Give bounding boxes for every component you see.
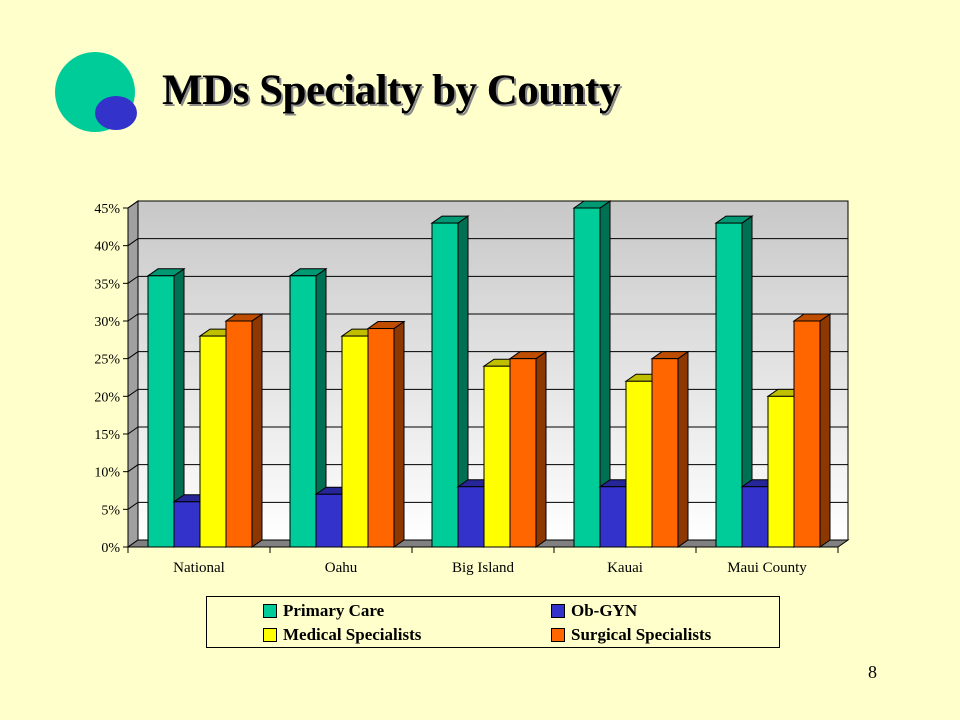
bar-side [393, 320, 405, 548]
bar-surgical-specialists-kauai [650, 350, 690, 548]
bar-side [819, 313, 831, 548]
legend-label: Ob-GYN [571, 601, 638, 620]
bar-front [599, 486, 627, 548]
legend-label: Primary Care [283, 601, 385, 620]
x-tick-label: National [173, 560, 225, 576]
bar-front [573, 207, 601, 548]
bar-front [483, 365, 511, 548]
x-tick-label: Oahu [325, 560, 358, 576]
gridline [127, 275, 848, 284]
bar-front [431, 222, 459, 548]
y-tick-label: 40% [94, 240, 120, 255]
y-tick-label: 0% [101, 541, 120, 556]
legend-item: Medical Specialists [263, 625, 421, 645]
page-number: 8 [868, 662, 877, 682]
x-tick-label: Maui County [727, 560, 807, 576]
x-tick-label: Big Island [452, 560, 515, 576]
gridline [127, 238, 848, 247]
bar-front [625, 380, 653, 548]
logo-icon [55, 52, 137, 132]
legend-item: Ob-GYN [551, 601, 637, 621]
legend-item: Primary Care [263, 601, 384, 621]
bar-surgical-specialists-maui-county [792, 313, 832, 548]
legend-item: Surgical Specialists [551, 625, 711, 645]
bar-front [741, 486, 769, 548]
bar-surgical-specialists-oahu [366, 320, 406, 548]
legend-label: Surgical Specialists [571, 625, 712, 644]
y-tick-label: 15% [94, 428, 120, 443]
bar-front [173, 501, 201, 548]
y-tick-label: 20% [94, 390, 120, 405]
gridline [127, 313, 848, 322]
y-tick-label: 30% [94, 315, 120, 330]
bar-front [457, 486, 485, 548]
bar-primary-care-big-island [430, 215, 470, 548]
bar-front [715, 222, 743, 548]
chart-side-wall [127, 200, 139, 548]
gridline [127, 351, 848, 360]
bar-front [315, 493, 343, 548]
bar-front [767, 395, 795, 548]
gridline [127, 426, 848, 435]
bar-primary-care-oahu [288, 267, 328, 548]
y-tick-label: 25% [94, 353, 120, 368]
bar-front [225, 320, 253, 548]
bar-front [289, 275, 317, 548]
gridline [127, 388, 848, 397]
bar-primary-care-national [146, 267, 186, 548]
legend-swatch [551, 628, 565, 642]
bar-front [147, 275, 175, 548]
y-tick-label: 10% [94, 466, 120, 481]
logo-small-circle [95, 96, 137, 130]
gridline [127, 200, 848, 209]
bar-front [367, 328, 395, 548]
bar-front [341, 335, 369, 548]
gridline [127, 464, 848, 473]
bar-front [199, 335, 227, 548]
x-tick-label: Kauai [607, 560, 643, 576]
bar-front [793, 320, 821, 548]
legend-swatch [263, 628, 277, 642]
bar-side [535, 350, 547, 548]
bar-surgical-specialists-national [224, 313, 264, 548]
bar-primary-care-maui-county [714, 215, 754, 548]
y-tick-label: 45% [94, 202, 120, 217]
bar-front [651, 358, 679, 548]
legend-swatch [263, 604, 277, 618]
y-tick-label: 5% [101, 503, 120, 518]
slide-title: MDs Specialty by County [162, 67, 620, 114]
chart-legend: Primary Care Ob-GYN Medical Specialists Sur… [206, 596, 780, 648]
bar-side [677, 350, 689, 548]
bar-side [251, 313, 263, 548]
legend-label: Medical Specialists [283, 625, 422, 644]
y-tick-label: 35% [94, 277, 120, 292]
bar-surgical-specialists-big-island [508, 350, 548, 548]
bar-front [509, 358, 537, 548]
legend-swatch [551, 604, 565, 618]
